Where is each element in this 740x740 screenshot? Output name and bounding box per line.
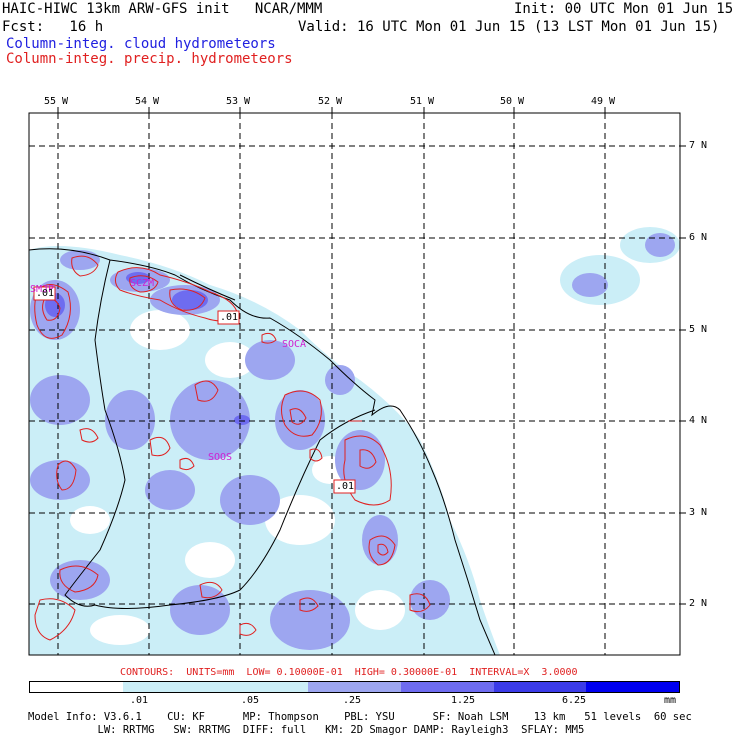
shaded-field [29,227,680,655]
contour-label: .01 [220,312,239,323]
lat-label: 5 N [689,324,708,335]
contour-label-boxes [33,286,356,494]
legend-swatch [215,682,309,692]
legend-swatch [308,682,401,692]
field-cloud-label: Column-integ. cloud hydrometeors [6,36,276,52]
legend-swatch [30,682,123,692]
lon-label: 51 W [410,96,435,107]
model-info-line2: LW: RRTMG SW: RRTMG DIFF: full KM: 2D Sm… [28,724,585,736]
init-time: Init: 00 UTC Mon 01 Jun 15 [514,1,734,17]
station-label: SMJP [30,284,55,295]
map-frame [28,112,681,656]
plot-title: HAIC-HIWC 13km ARW-GFS init NCAR/MMM [2,1,323,17]
station-label: SOOS [208,452,233,463]
contour-label: .01 [36,288,55,299]
color-legend [29,681,680,693]
lon-label: 49 W [591,96,616,107]
legend-label: .01 [129,695,149,706]
lat-label: 7 N [689,140,708,151]
legend-swatch [493,682,587,692]
legend-label: 1.25 [450,695,476,706]
lon-label: 54 W [135,96,160,107]
station-label: SOCA [282,339,307,350]
model-info-line1: Model Info: V3.6.1 CU: KF MP: Thompson P… [28,711,692,723]
legend-swatch [586,682,680,692]
lat-label: 2 N [689,598,708,609]
lon-label: 53 W [226,96,251,107]
legend-units: mm [663,695,677,706]
lat-lon-grid [29,113,680,655]
lat-label: 4 N [689,415,708,426]
valid-time: Valid: 16 UTC Mon 01 Jun 15 (13 LST Mon … [298,19,720,35]
lat-label: 3 N [689,507,708,518]
legend-label: 6.25 [561,695,587,706]
legend-swatch [400,682,494,692]
contour-label: .01 [336,481,355,492]
legend-label: .05 [240,695,260,706]
lon-label: 52 W [318,96,343,107]
field-precip-label: Column-integ. precip. hydrometeors [6,51,293,67]
axis-ticks [57,107,686,605]
station-label: SCZM [130,278,155,289]
legend-label: .25 [342,695,362,706]
legend-swatch [122,682,216,692]
lon-label: 50 W [500,96,525,107]
lon-label: 55 W [44,96,69,107]
forecast-hour: Fcst: 16 h [2,19,104,35]
contour-info: CONTOURS: UNITS=mm LOW= 0.10000E-01 HIGH… [120,667,578,678]
lat-label: 6 N [689,232,708,243]
coastline [29,248,496,655]
